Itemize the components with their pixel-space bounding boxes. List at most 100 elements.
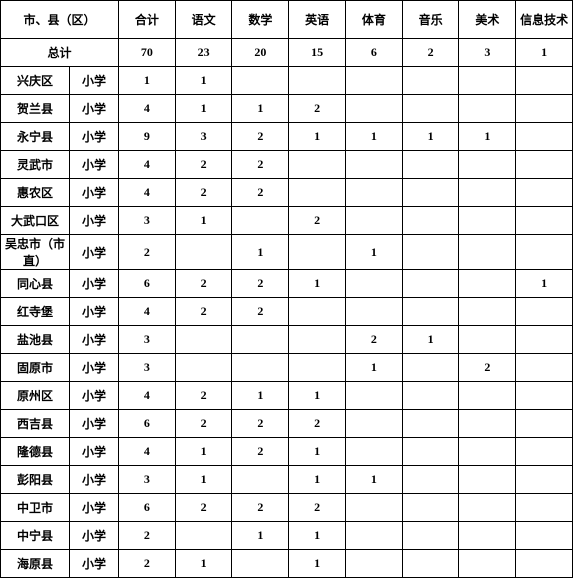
level-cell: 小学 — [69, 298, 118, 326]
value-cell: 1 — [402, 123, 459, 151]
region-cell: 永宁县 — [1, 123, 70, 151]
header-col-art: 美术 — [459, 1, 516, 39]
region-cell: 兴庆区 — [1, 67, 70, 95]
header-col-english: 英语 — [289, 1, 346, 39]
value-cell — [345, 270, 402, 298]
value-cell — [516, 522, 573, 550]
table-row: 中宁县小学211 — [1, 522, 573, 550]
value-cell — [345, 95, 402, 123]
value-cell: 2 — [232, 438, 289, 466]
value-cell: 4 — [118, 95, 175, 123]
level-cell: 小学 — [69, 151, 118, 179]
table-row: 吴忠市（市直）小学211 — [1, 235, 573, 270]
value-cell: 1 — [345, 123, 402, 151]
totals-val: 2 — [402, 39, 459, 67]
table-row: 红寺堡小学422 — [1, 298, 573, 326]
header-col-chinese: 语文 — [175, 1, 232, 39]
region-cell: 原州区 — [1, 382, 70, 410]
value-cell — [516, 466, 573, 494]
header-row: 市、县（区） 合计 语文 数学 英语 体育 音乐 美术 信息技术 — [1, 1, 573, 39]
table-row: 永宁县小学9321111 — [1, 123, 573, 151]
level-cell: 小学 — [69, 410, 118, 438]
level-cell: 小学 — [69, 270, 118, 298]
value-cell — [175, 235, 232, 270]
value-cell: 1 — [232, 95, 289, 123]
value-cell: 1 — [402, 326, 459, 354]
value-cell: 1 — [232, 235, 289, 270]
value-cell — [345, 151, 402, 179]
value-cell — [516, 438, 573, 466]
value-cell: 1 — [289, 550, 346, 578]
table-row: 固原市小学312 — [1, 354, 573, 382]
totals-val: 3 — [459, 39, 516, 67]
level-cell: 小学 — [69, 354, 118, 382]
value-cell: 2 — [175, 179, 232, 207]
header-col-music: 音乐 — [402, 1, 459, 39]
value-cell — [459, 151, 516, 179]
value-cell: 2 — [232, 410, 289, 438]
region-cell: 中宁县 — [1, 522, 70, 550]
table-row: 彭阳县小学3111 — [1, 466, 573, 494]
value-cell: 2 — [232, 494, 289, 522]
value-cell — [402, 207, 459, 235]
value-cell: 2 — [175, 151, 232, 179]
totals-row: 总计 70 23 20 15 6 2 3 1 — [1, 39, 573, 67]
level-cell: 小学 — [69, 179, 118, 207]
value-cell: 2 — [175, 270, 232, 298]
value-cell — [459, 95, 516, 123]
totals-val: 6 — [345, 39, 402, 67]
level-cell: 小学 — [69, 67, 118, 95]
value-cell: 9 — [118, 123, 175, 151]
value-cell — [232, 354, 289, 382]
value-cell: 2 — [175, 382, 232, 410]
value-cell — [459, 179, 516, 207]
value-cell — [345, 67, 402, 95]
value-cell: 2 — [232, 151, 289, 179]
value-cell — [402, 151, 459, 179]
value-cell — [402, 494, 459, 522]
region-cell: 贺兰县 — [1, 95, 70, 123]
value-cell: 4 — [118, 151, 175, 179]
value-cell: 1 — [232, 522, 289, 550]
table-row: 西吉县小学6222 — [1, 410, 573, 438]
level-cell: 小学 — [69, 95, 118, 123]
value-cell: 4 — [118, 179, 175, 207]
value-cell — [459, 494, 516, 522]
value-cell: 2 — [289, 95, 346, 123]
level-cell: 小学 — [69, 522, 118, 550]
region-cell: 西吉县 — [1, 410, 70, 438]
value-cell: 3 — [118, 326, 175, 354]
region-cell: 吴忠市（市直） — [1, 235, 70, 270]
value-cell: 2 — [118, 235, 175, 270]
value-cell — [402, 550, 459, 578]
region-cell: 海原县 — [1, 550, 70, 578]
region-cell: 大武口区 — [1, 207, 70, 235]
value-cell: 1 — [175, 67, 232, 95]
value-cell: 1 — [175, 95, 232, 123]
value-cell: 1 — [459, 123, 516, 151]
value-cell — [459, 67, 516, 95]
region-cell: 彭阳县 — [1, 466, 70, 494]
recruitment-table: 市、县（区） 合计 语文 数学 英语 体育 音乐 美术 信息技术 总计 70 2… — [0, 0, 573, 578]
value-cell — [175, 522, 232, 550]
region-cell: 中卫市 — [1, 494, 70, 522]
value-cell — [289, 298, 346, 326]
region-cell: 盐池县 — [1, 326, 70, 354]
totals-val: 70 — [118, 39, 175, 67]
value-cell: 2 — [289, 207, 346, 235]
value-cell: 1 — [118, 67, 175, 95]
value-cell — [516, 410, 573, 438]
value-cell — [345, 298, 402, 326]
value-cell: 1 — [175, 207, 232, 235]
value-cell: 2 — [175, 410, 232, 438]
value-cell — [345, 207, 402, 235]
totals-label: 总计 — [1, 39, 119, 67]
value-cell — [289, 326, 346, 354]
value-cell: 3 — [118, 466, 175, 494]
region-cell: 固原市 — [1, 354, 70, 382]
value-cell — [516, 382, 573, 410]
value-cell: 1 — [232, 382, 289, 410]
value-cell — [402, 522, 459, 550]
header-col-it: 信息技术 — [516, 1, 573, 39]
region-cell: 灵武市 — [1, 151, 70, 179]
